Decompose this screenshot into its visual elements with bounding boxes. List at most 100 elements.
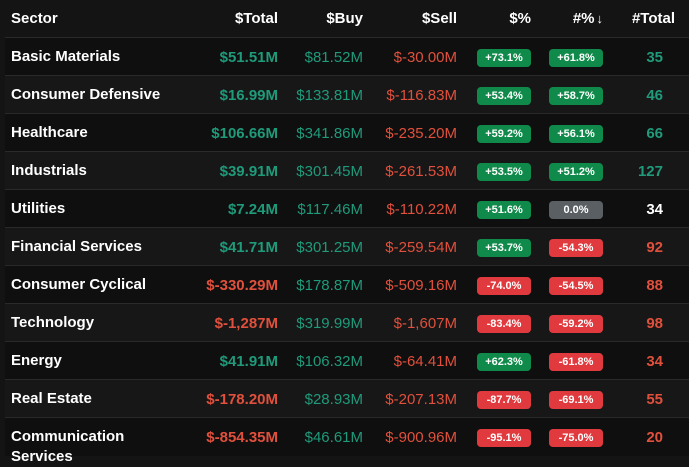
count-pct-badge: -54.5% [549,276,603,295]
pct-badge: +73.1% [477,48,531,67]
table-row[interactable]: Communication Services $-854.35M $46.61M $-… [5,417,689,465]
pct-badge: +53.5% [477,162,531,181]
pct-badge: +62.3% [477,352,531,371]
table-row[interactable]: Consumer Defensive $16.99M $133.81M $-116.8… [5,75,689,114]
table-row[interactable]: Financial Services $41.71M $301.25M $-259.5… [5,227,689,266]
sell-cell: $-235.20M [385,124,457,142]
sell-cell: $-259.54M [385,238,457,256]
sell-cell: $-900.96M [385,428,457,446]
sell-cell: $-509.16M [385,276,457,294]
pct-badge-cell: +59.2% [477,124,531,143]
count-pct-badge: -61.8% [549,352,603,371]
count-pct-badge: +58.7% [549,86,603,105]
sector-cell: Real Estate [11,390,92,407]
buy-cell: $133.81M [296,86,363,104]
pct-badge: -95.1% [477,428,531,447]
count-cell: 88 [646,276,663,294]
pct-badge-cell: -87.7% [477,390,531,409]
count-cell: 34 [646,352,663,370]
pct-badge: -74.0% [477,276,531,295]
buy-cell: $106.32M [296,352,363,370]
buy-cell: $301.25M [296,238,363,256]
buy-cell: $28.93M [304,390,363,408]
pct-badge-cell: +53.7% [477,238,531,257]
total-cell: $41.91M [219,352,278,370]
pct-badge: +53.7% [477,238,531,257]
pct-badge-cell: +53.5% [477,162,531,181]
count-cell: 20 [646,428,663,446]
count-pct-badge-cell: -75.0% [549,428,603,447]
total-cell: $16.99M [219,86,278,104]
buy-cell: $117.46M [297,200,363,218]
column-header-count-pct[interactable]: #% ↓ [573,10,603,27]
total-cell: $39.91M [219,162,278,180]
buy-cell: $319.99M [296,314,363,332]
pct-badge-cell: -74.0% [477,276,531,295]
table-row[interactable]: Real Estate $-178.20M $28.93M $-207.13M -87.… [5,379,689,418]
sector-cell: Healthcare [11,124,88,141]
table-row[interactable]: Technology $-1,287M $319.99M $-1,607M -83.4%… [5,303,689,342]
count-pct-badge-cell: -59.2% [549,314,603,333]
sector-cell: Financial Services [11,238,142,255]
table-row[interactable]: Industrials $39.91M $301.45M $-261.53M +53.5… [5,151,689,190]
sell-cell: $-30.00M [393,48,457,66]
count-pct-badge: -59.2% [549,314,603,333]
count-pct-badge-cell: -61.8% [549,352,603,371]
count-pct-badge: -54.3% [549,238,603,257]
count-cell: 66 [646,124,663,142]
table-row[interactable]: Consumer Cyclical $-330.29M $178.87M $-509.… [5,265,689,304]
pct-badge-cell: -83.4% [477,314,531,333]
column-header-buy[interactable]: $Buy [326,10,363,27]
pct-badge: +59.2% [477,124,531,143]
count-cell: 92 [646,238,663,256]
buy-cell: $81.52M [304,48,363,66]
column-header-sector[interactable]: Sector [11,9,58,27]
table-row[interactable]: Healthcare $106.66M $341.86M $-235.20M +59.2… [5,113,689,152]
pct-badge-cell: +62.3% [477,352,531,371]
total-cell: $-178.20M [206,390,278,408]
sector-cell: Technology [11,314,95,331]
sell-cell: $-261.53M [385,162,457,180]
column-header-pct[interactable]: $% [509,10,531,27]
count-cell: 46 [646,86,663,104]
count-pct-badge-cell: +61.8% [549,48,603,67]
sector-cell: Utilities [11,200,66,217]
sell-cell: $-207.13M [385,390,457,408]
pct-badge-cell: +51.6% [477,200,531,219]
sell-cell: $-64.41M [393,352,457,370]
count-pct-badge: +61.8% [549,48,603,67]
sell-cell: $-1,607M [393,314,457,332]
count-cell: 98 [646,314,663,332]
pct-badge: +51.6% [477,200,531,219]
count-pct-badge-cell: -54.5% [549,276,603,295]
sector-cell: Consumer Cyclical [11,276,147,293]
column-header-count-pct-label: #% [572,10,595,27]
column-header-sell[interactable]: $Sell [421,10,457,27]
count-pct-badge-cell: +51.2% [549,162,603,181]
count-pct-badge-cell: +56.1% [549,124,603,143]
sector-cell: Communication Services [11,428,125,465]
count-pct-badge: +51.2% [549,162,603,181]
total-cell: $-330.29M [206,276,278,294]
count-pct-badge: +56.1% [549,124,603,143]
count-cell: 34 [646,200,663,218]
table-header: Sector $Total $Buy $Sell $% #% ↓ #Total [5,0,689,37]
column-header-total[interactable]: $Total [234,10,278,27]
total-cell: $-854.35M [206,428,278,446]
table-row[interactable]: Energy $41.91M $106.32M $-64.41M +62.3% -61.8… [5,341,689,380]
pct-badge-cell: +53.4% [477,86,531,105]
table-row[interactable]: Utilities $7.24M $117.46M $-110.22M +51.6% 0.… [5,189,689,228]
buy-cell: $301.45M [296,162,363,180]
total-cell: $106.66M [211,124,278,142]
sector-cell: Consumer Defensive [11,86,161,103]
count-pct-badge-cell: -54.3% [549,238,603,257]
total-cell: $7.24M [227,200,278,218]
table-row[interactable]: Basic Materials $51.51M $81.52M $-30.00M +73… [5,37,689,76]
count-cell: 127 [637,162,663,180]
buy-cell: $46.61M [304,428,363,446]
total-cell: $-1,287M [214,314,278,332]
pct-badge: -87.7% [477,390,531,409]
pct-badge-cell: +73.1% [477,48,531,67]
column-header-count[interactable]: #Total [631,10,675,27]
